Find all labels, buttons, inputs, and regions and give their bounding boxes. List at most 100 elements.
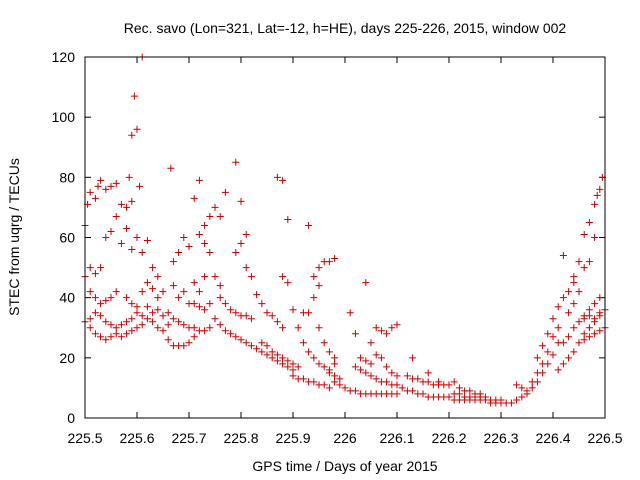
data-point [383,330,391,338]
data-point [279,273,287,281]
data-point [559,360,567,368]
data-point [331,360,339,368]
data-point [97,333,105,341]
data-point [180,234,188,241]
data-point [367,339,375,347]
data-point [86,288,94,296]
y-axis-label: STEC from uqrg / TECUs [6,158,22,316]
data-point [481,393,489,401]
data-point [289,306,297,314]
data-point [294,324,302,332]
data-point [190,194,198,202]
data-point [533,354,541,362]
data-point [320,339,328,347]
data-point [201,306,209,314]
data-point [133,125,141,133]
data-point [273,357,281,365]
data-point [112,288,120,296]
data-point [580,230,588,238]
data-point [409,354,417,362]
data-point [315,264,323,272]
data-point [107,333,115,341]
data-point [372,375,380,383]
data-point [284,215,292,223]
data-point [117,321,125,329]
x-tick-label: 225.6 [119,430,154,446]
data-point [315,324,323,332]
data-point [575,339,583,347]
plot-frame [84,56,606,419]
data-point [128,315,136,323]
data-point [97,312,105,320]
data-point [299,339,307,347]
data-point [403,372,411,380]
data-point [409,387,417,395]
data-point [570,348,578,356]
y-tick-label: 80 [59,169,75,185]
y-tick-label: 100 [52,109,76,125]
data-point [97,264,105,272]
x-tick-label: 226.3 [483,430,518,446]
chart-title: Rec. savo (Lon=321, Lat=-12, h=HE), days… [124,20,567,36]
data-point [149,309,157,317]
data-point [232,158,240,166]
data-point [164,336,172,344]
data-point [164,309,172,317]
data-point [112,212,120,220]
data-point [596,294,604,302]
data-point [232,333,240,341]
data-point [383,363,391,371]
data-point [580,264,588,272]
data-point [123,203,131,211]
data-point [185,243,193,251]
data-point [242,264,250,272]
data-point [539,342,547,350]
data-point [357,354,365,362]
data-point [227,306,235,314]
data-point [185,339,193,347]
data-point [128,131,136,139]
data-point [310,354,318,362]
data-point [190,300,198,308]
data-point [159,327,167,335]
data-point [554,324,562,332]
x-tick-label: 226.2 [431,430,466,446]
data-point [201,327,209,335]
data-point [128,197,136,205]
data-point [575,318,583,326]
data-point [554,303,562,311]
data-point [102,185,110,193]
data-point [169,258,177,266]
data-point [143,303,151,311]
y-tick-label: 60 [59,230,75,246]
data-point [554,366,562,374]
data-point [91,194,99,202]
data-point [154,273,162,281]
data-point [289,366,297,374]
data-point [565,288,573,296]
data-point [237,240,245,248]
data-point [138,312,146,320]
data-point [570,300,578,308]
data-point [476,390,484,398]
data-point [570,279,578,287]
data-point [585,258,593,266]
data-point [466,387,474,395]
data-point [268,354,276,362]
data-point [320,381,328,389]
data-point [128,246,136,254]
data-point [211,203,219,211]
data-point [450,378,458,386]
data-point [393,321,401,329]
data-point [346,309,354,317]
data-point [102,297,110,305]
data-point [528,378,536,386]
data-point [580,336,588,344]
data-point [97,176,105,184]
data-point [263,309,271,317]
y-tick-label: 20 [59,350,75,366]
data-point [242,312,250,320]
data-point [591,318,599,326]
data-point [279,176,287,184]
data-point [351,330,359,338]
